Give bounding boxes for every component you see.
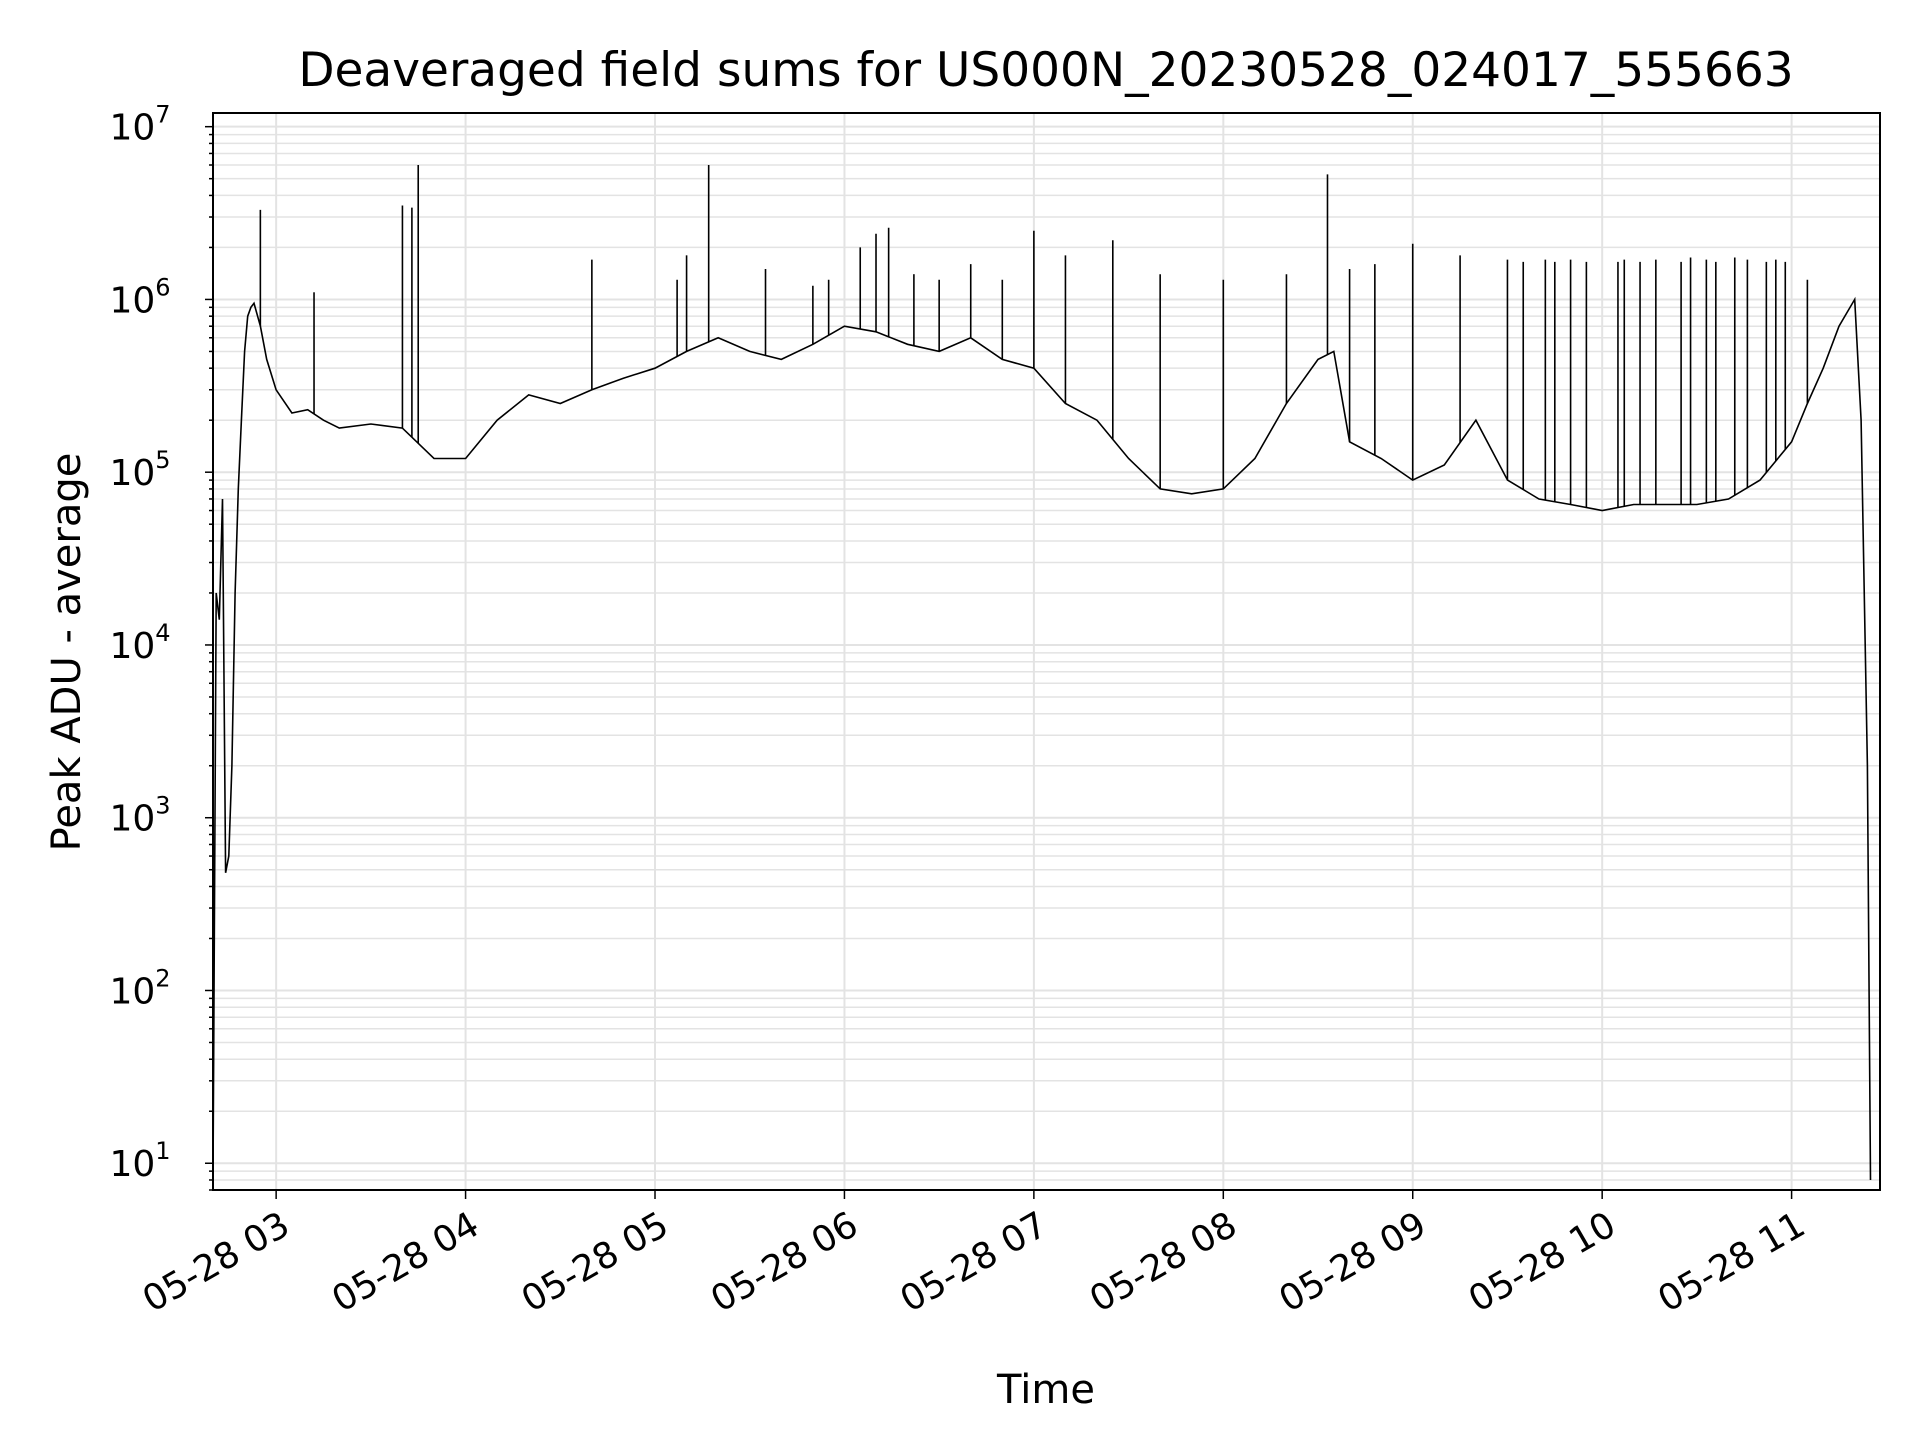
series-line <box>212 296 1872 1181</box>
x-axis-label: Time <box>996 1367 1095 1413</box>
plot-series <box>212 165 1872 1181</box>
y-tick-label: 104 <box>109 619 170 667</box>
chart-title: Deaveraged field sums for US000N_2023052… <box>298 43 1793 98</box>
y-tick-label: 105 <box>109 446 170 494</box>
y-tick-label: 107 <box>109 101 170 149</box>
grid <box>213 113 1880 1191</box>
y-axis-label: Peak ADU - average <box>44 453 90 852</box>
y-tick-label: 102 <box>109 964 170 1012</box>
plot-frame <box>212 112 1881 1191</box>
y-tick-label: 103 <box>109 792 170 840</box>
y-tick-label: 106 <box>109 273 170 321</box>
y-axis: 101 102 103 104 105 106 107 <box>109 101 213 1191</box>
y-tick-label: 101 <box>109 1137 170 1185</box>
